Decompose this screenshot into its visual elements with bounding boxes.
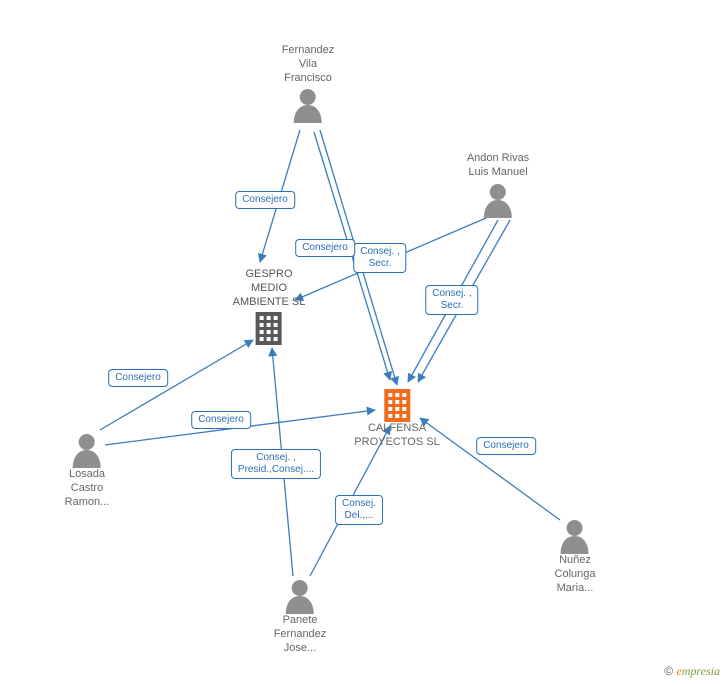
edge-label: Consej. ,Secr. [425, 285, 478, 315]
node-gespro[interactable]: GESPROMEDIOAMBIENTE SL [233, 268, 306, 345]
edge-label: Consejero [235, 191, 295, 209]
copyright-symbol: © [664, 664, 673, 678]
node-label: Andon RivasLuis Manuel [467, 152, 529, 180]
node-label: NuñezColungaMaria... [555, 554, 596, 595]
network-diagram: FernandezVilaFrancisco Andon RivasLuis Ma… [0, 0, 728, 685]
edge-label: Consej. ,Presid.,Consej.... [231, 449, 321, 479]
person-icon [274, 578, 327, 614]
building-icon [233, 311, 306, 345]
node-label: LosadaCastroRamon... [65, 468, 110, 509]
node-label: GESPROMEDIOAMBIENTE SL [233, 268, 306, 309]
node-label: CALFENSAPROYECTOS SL [354, 422, 439, 450]
node-label: PaneteFernandezJose... [274, 614, 327, 655]
edges-layer [0, 0, 728, 685]
edge-label: Consejero [108, 369, 168, 387]
person-icon [65, 432, 110, 468]
edge-label: Consejero [191, 411, 251, 429]
node-panete[interactable]: PaneteFernandezJose... [274, 578, 327, 657]
node-losada[interactable]: LosadaCastroRamon... [65, 432, 110, 511]
node-label: FernandezVilaFrancisco [282, 44, 335, 85]
copyright-rest: mpresia [682, 664, 720, 678]
node-nunez[interactable]: NuñezColungaMaria... [555, 518, 596, 597]
node-andon[interactable]: Andon RivasLuis Manuel [467, 152, 529, 218]
building-icon [354, 388, 439, 422]
edge-label: Consej.Del.,... [335, 495, 383, 525]
person-icon [467, 182, 529, 218]
copyright: © empresia [664, 664, 720, 679]
node-fernandez[interactable]: FernandezVilaFrancisco [282, 44, 335, 123]
person-icon [555, 518, 596, 554]
edge-line [420, 418, 560, 520]
node-calfensa[interactable]: CALFENSAPROYECTOS SL [354, 388, 439, 450]
edge-label: Consej. ,Secr. [353, 243, 406, 273]
person-icon [282, 87, 335, 123]
edge-label: Consejero [476, 437, 536, 455]
edge-label: Consejero [295, 239, 355, 257]
